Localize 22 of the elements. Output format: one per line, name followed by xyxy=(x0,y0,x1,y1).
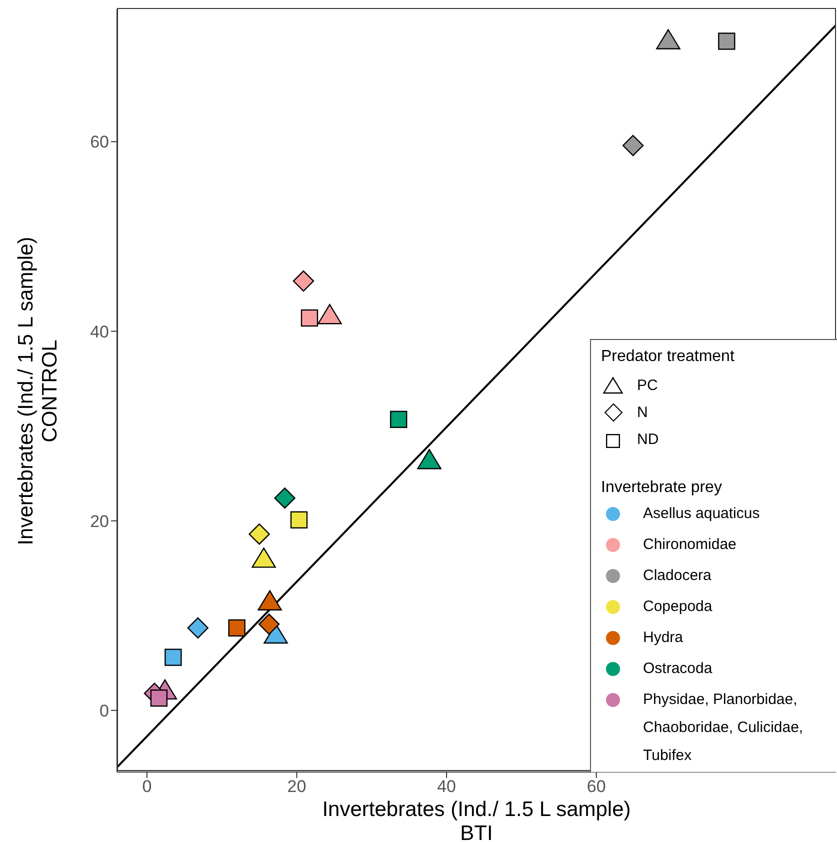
y-axis-title: Invertebrates (Ind./ 1.5 L sample) CONTROL xyxy=(14,236,62,545)
annotation: PC xyxy=(637,377,658,394)
x-axis-title: Invertebrates (Ind./ 1.5 L sample) BTI xyxy=(321,798,632,842)
y-tick-label: 20 xyxy=(90,512,109,531)
x-tick-label: 60 xyxy=(586,777,606,796)
legend-label: Physidae, Planorbidae, Chaoboridae, Culicidae, Tubifex xyxy=(643,690,804,766)
x-tick-label: 0 xyxy=(142,777,152,796)
y-tick-label: 40 xyxy=(90,322,109,342)
legend-label: Cladocera xyxy=(643,566,712,586)
text: Predator treatment xyxy=(601,348,734,365)
y-tick-label: 0 xyxy=(100,701,109,720)
legend-label: Hydra xyxy=(643,628,684,648)
legend-label: Chironomidae xyxy=(643,535,736,555)
annotation: ND xyxy=(637,431,659,448)
legend-label: Asellus aquaticus xyxy=(643,504,760,524)
x-tick-label: 20 xyxy=(287,777,306,796)
annotation: N xyxy=(637,404,648,421)
legend-label: Copepoda xyxy=(643,597,712,617)
legend-label: Ostracoda xyxy=(643,659,712,679)
y-tick-label: 60 xyxy=(90,132,109,152)
x-tick-label: 40 xyxy=(437,777,456,796)
text: Invertebrate prey xyxy=(601,479,722,496)
